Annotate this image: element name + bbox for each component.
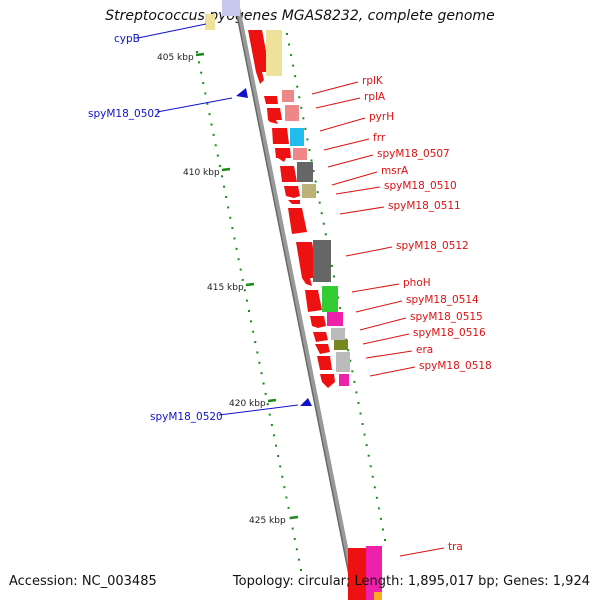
gene-block <box>290 128 304 146</box>
gene-block <box>285 105 299 121</box>
gene-label: spyM18_0520 <box>150 411 223 423</box>
major-tick <box>289 515 299 520</box>
leader-line <box>137 23 207 39</box>
gene-arrow <box>315 344 330 354</box>
gene-label: spyM18_0502 <box>88 108 161 120</box>
gene-block <box>374 592 382 600</box>
gene-block <box>366 546 382 600</box>
gene-label: frr <box>373 132 386 144</box>
gene-arrow <box>296 242 318 286</box>
leader-line <box>331 171 378 186</box>
gene-block <box>348 548 366 600</box>
gene-label: msrA <box>381 165 409 177</box>
topology-label: Topology: circular; Length: 1,895,017 bp… <box>232 574 590 589</box>
gene-label: spyM18_0515 <box>410 311 483 323</box>
leader-line <box>339 206 385 215</box>
reverse-gene-arrow <box>300 398 312 406</box>
gene-label: cypB <box>114 33 140 45</box>
gene-block <box>302 184 316 198</box>
gene-label: spyM18_0512 <box>396 240 469 252</box>
gene-arrow <box>317 356 332 370</box>
gene-arrow <box>288 208 307 234</box>
gene-label: tra <box>448 541 463 553</box>
gene-arrow <box>288 200 300 204</box>
accession-label: Accession: NC_003485 <box>9 574 157 589</box>
gene-block <box>266 30 282 76</box>
major-tick <box>221 167 231 172</box>
leader-line <box>327 154 374 168</box>
tick-label: 415 kbp <box>207 283 244 293</box>
gene-block <box>222 0 240 16</box>
gene-block <box>293 148 307 160</box>
gene-block <box>331 328 345 340</box>
gene-arrow <box>275 148 291 162</box>
leader-line <box>399 547 445 557</box>
label-layer: rplK rplA pyrH frr spyM18_0507 msrA spyM18_051… <box>88 23 492 557</box>
leader-line <box>365 350 413 359</box>
tick-label: 425 kbp <box>249 516 286 526</box>
gene-label: spyM18_0511 <box>388 200 461 212</box>
gene-label: phoH <box>403 277 431 289</box>
gene-block <box>282 90 294 102</box>
gene-arrow <box>267 108 282 124</box>
leader-line <box>351 283 400 293</box>
tick-label: 410 kbp <box>183 168 220 178</box>
gene-arrow <box>320 374 335 388</box>
gene-label: era <box>416 344 433 356</box>
gene-label: spyM18_0516 <box>413 327 486 339</box>
leader-line <box>335 186 381 195</box>
gene-label: pyrH <box>369 111 394 123</box>
gene-arrow <box>305 290 322 312</box>
leader-line <box>359 317 407 331</box>
leader-line <box>323 138 370 151</box>
gene-arrow <box>264 96 278 104</box>
gene-arrow <box>313 332 328 342</box>
gene-block <box>339 374 349 386</box>
feature-layer <box>205 0 382 600</box>
reverse-gene-arrow <box>236 88 248 98</box>
major-tick <box>195 52 205 57</box>
gene-arrow <box>280 166 297 182</box>
page-title: Streptococcus pyogenes MGAS8232, complet… <box>105 8 495 24</box>
gene-arrow <box>310 316 326 328</box>
genome-backbone-shade <box>233 0 355 600</box>
tick-label: 420 kbp <box>229 399 266 409</box>
leader-line <box>369 366 416 377</box>
gene-block <box>313 240 331 282</box>
leader-line <box>362 333 410 345</box>
major-tick <box>245 282 255 287</box>
gene-label: spyM18_0514 <box>406 294 479 306</box>
tick-layer: 405 kbp 410 kbp 415 kbp 420 kbp 425 kbp <box>157 33 386 571</box>
gene-block <box>336 352 350 372</box>
gene-label: spyM18_0518 <box>419 360 492 372</box>
gene-block <box>327 312 343 326</box>
leader-line <box>156 97 233 113</box>
gene-block <box>205 14 215 30</box>
leader-line <box>315 97 361 109</box>
gene-arrow <box>272 128 289 144</box>
gene-block <box>322 286 338 312</box>
gene-label: rplA <box>364 91 386 103</box>
gene-label: spyM18_0510 <box>384 180 457 192</box>
tick-label: 405 kbp <box>157 53 194 63</box>
leader-line <box>218 404 299 416</box>
genome-backbone <box>233 0 359 600</box>
leader-line <box>345 246 393 257</box>
gene-arrow <box>284 186 300 198</box>
gene-label: rplK <box>362 75 384 87</box>
leader-line <box>319 117 366 132</box>
major-tick <box>267 398 277 403</box>
leader-line <box>311 81 359 95</box>
gene-arrow <box>248 30 270 84</box>
gene-label: spyM18_0507 <box>377 148 450 160</box>
gene-block <box>297 162 313 182</box>
gene-block <box>334 340 348 350</box>
leader-line <box>355 300 403 313</box>
